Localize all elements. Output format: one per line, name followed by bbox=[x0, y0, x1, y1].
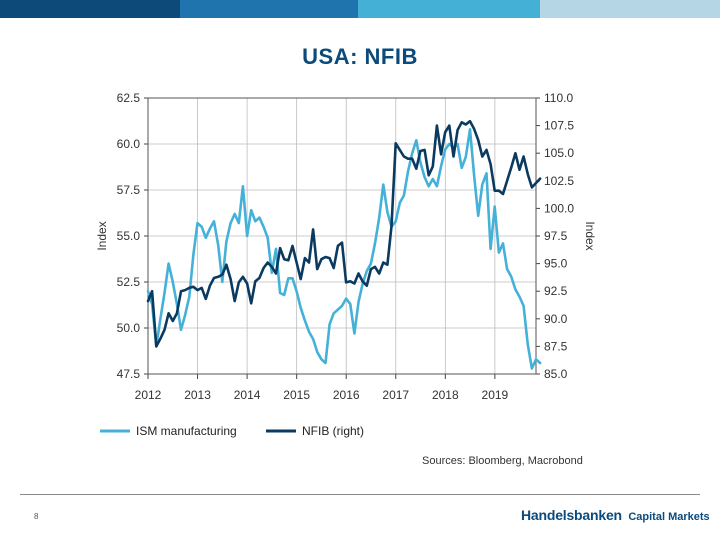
x-tick-label: 2019 bbox=[482, 388, 509, 402]
x-tick-label: 2018 bbox=[432, 388, 459, 402]
x-tick-label: 2014 bbox=[234, 388, 261, 402]
y-left-tick-label: 52.5 bbox=[117, 275, 141, 289]
page-number: 8 bbox=[34, 512, 39, 521]
y-left-tick-label: 50.0 bbox=[117, 321, 141, 335]
y-left-tick-label: 57.5 bbox=[117, 183, 141, 197]
logo-unit-name: Capital Markets bbox=[628, 511, 710, 523]
y-left-tick-label: 47.5 bbox=[117, 367, 141, 381]
y-left-axis-title: Index bbox=[95, 221, 109, 250]
banner-segment bbox=[180, 0, 358, 18]
top-banner bbox=[0, 0, 720, 18]
y-right-tick-label: 95.0 bbox=[544, 257, 568, 271]
legend-label: NFIB (right) bbox=[302, 424, 364, 438]
footer-divider bbox=[20, 494, 700, 495]
y-right-tick-label: 100.0 bbox=[544, 201, 574, 215]
banner-segment bbox=[358, 0, 540, 18]
y-left-tick-label: 60.0 bbox=[117, 137, 141, 151]
series-line-ism bbox=[146, 128, 542, 370]
x-tick-label: 2012 bbox=[135, 388, 162, 402]
x-tick-label: 2015 bbox=[283, 388, 310, 402]
plot-frame bbox=[147, 97, 537, 375]
x-tick-label: 2016 bbox=[333, 388, 360, 402]
brand-logo: Handelsbanken Capital Markets bbox=[521, 507, 710, 525]
legend-label: ISM manufacturing bbox=[136, 424, 237, 438]
x-tick-label: 2017 bbox=[382, 388, 409, 402]
y-left-tick-label: 62.5 bbox=[117, 91, 141, 105]
y-right-tick-label: 102.5 bbox=[544, 174, 574, 188]
logo-bank-name: Handelsbanken bbox=[521, 507, 622, 523]
y-right-tick-label: 97.5 bbox=[544, 229, 568, 243]
y-right-tick-label: 85.0 bbox=[544, 367, 568, 381]
y-right-tick-label: 105.0 bbox=[544, 146, 574, 160]
banner-segment bbox=[540, 0, 720, 18]
y-right-tick-label: 107.5 bbox=[544, 119, 574, 133]
banner-segment bbox=[0, 0, 180, 18]
y-right-tick-label: 90.0 bbox=[544, 312, 568, 326]
x-tick-label: 2013 bbox=[184, 388, 211, 402]
slide-title: USA: NFIB bbox=[302, 44, 418, 69]
y-left-tick-label: 55.0 bbox=[117, 229, 141, 243]
y-right-tick-label: 92.5 bbox=[544, 284, 568, 298]
source-note: Sources: Bloomberg, Macrobond bbox=[422, 455, 583, 467]
y-right-tick-label: 87.5 bbox=[544, 339, 568, 353]
y-right-axis-title: Index bbox=[583, 221, 597, 250]
y-right-tick-label: 110.0 bbox=[544, 91, 573, 105]
series-line-nfib bbox=[146, 119, 542, 348]
